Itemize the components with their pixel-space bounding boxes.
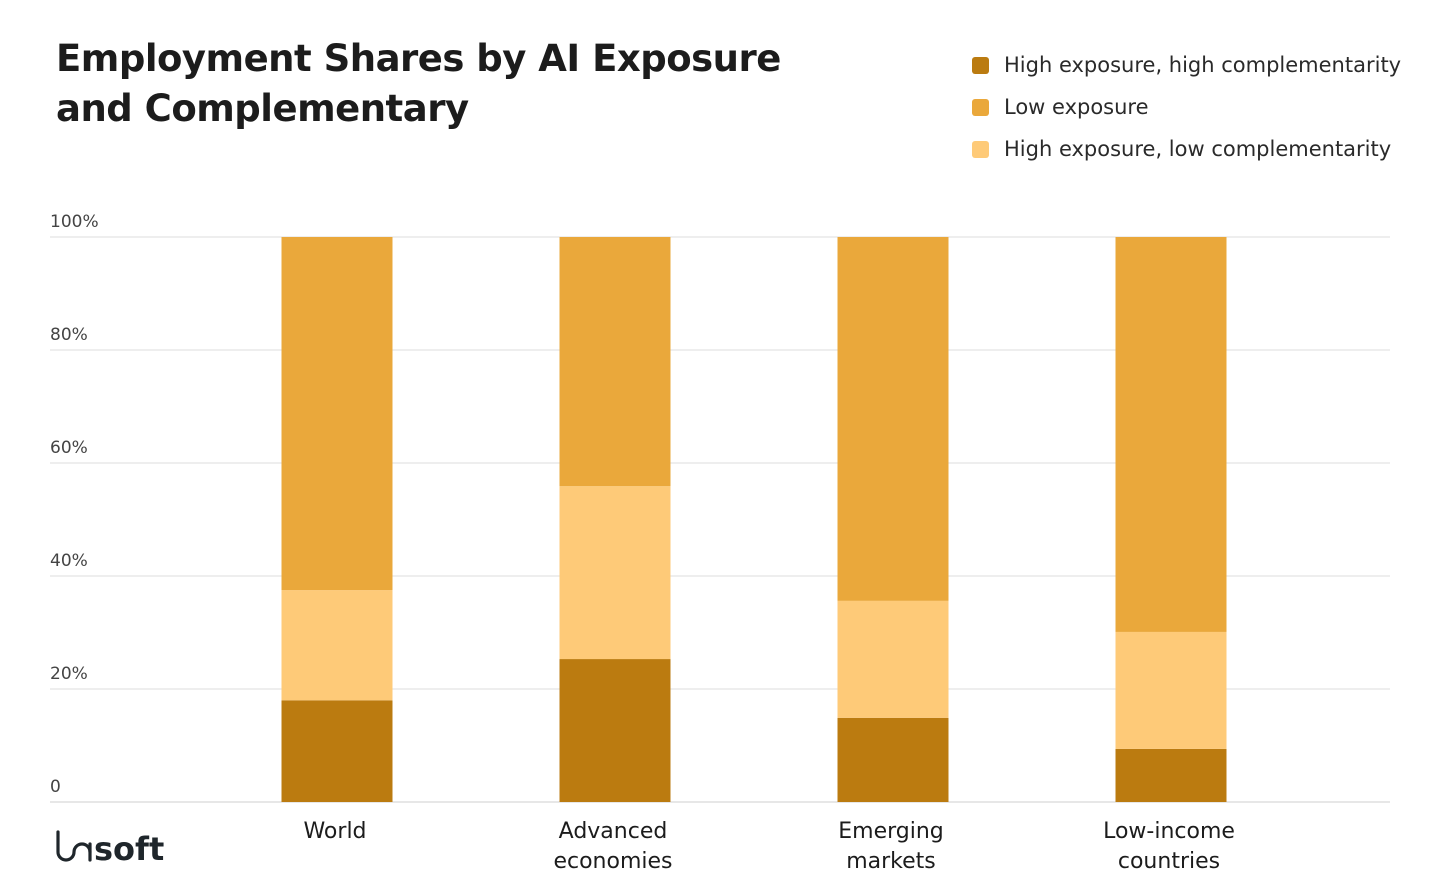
bar-segment — [1115, 631, 1227, 749]
legend-swatch — [972, 98, 989, 116]
legend-item: High exposure, high complementarity — [972, 44, 1401, 86]
x-tick-label: Low-income — [1103, 819, 1235, 844]
legend-swatch — [972, 140, 989, 158]
bar-segment — [559, 659, 671, 802]
y-tick-label: 60% — [50, 438, 88, 458]
bar-segment — [1115, 748, 1227, 802]
legend-swatch — [972, 56, 989, 74]
bar-segment — [281, 590, 393, 701]
y-tick-label: 20% — [50, 664, 88, 684]
bar-segment — [837, 717, 949, 802]
bar-segment — [559, 237, 671, 487]
bar-segment — [837, 237, 949, 601]
bar-segment — [281, 700, 393, 802]
bar-segment — [281, 237, 393, 591]
lasoft-logo: soft — [54, 828, 174, 877]
svg-text:soft: soft — [94, 830, 164, 868]
bar-segment — [559, 486, 671, 660]
y-tick-label: 100% — [50, 212, 99, 232]
y-tick-label: 0 — [50, 777, 61, 797]
legend-label: High exposure, low complementarity — [1004, 137, 1392, 161]
y-tick-label: 80% — [50, 325, 88, 345]
legend-label: High exposure, high complementarity — [1004, 53, 1402, 77]
x-tick-label: economies — [553, 849, 672, 874]
x-tick-label: World — [303, 819, 366, 844]
x-tick-label: countries — [1118, 849, 1220, 874]
x-tick-label: Advanced — [559, 819, 668, 844]
bar-segment — [1115, 237, 1227, 632]
x-tick-label: Emerging — [838, 819, 944, 844]
bar-segment — [837, 600, 949, 718]
legend: High exposure, high complementarity Low e… — [972, 44, 1401, 170]
chart-title: Employment Shares by AI Exposure and Com… — [56, 37, 781, 130]
y-tick-label: 40% — [50, 551, 88, 571]
legend-item: High exposure, low complementarity — [972, 128, 1401, 170]
legend-item: Low exposure — [972, 86, 1401, 128]
x-tick-label: markets — [846, 849, 936, 874]
legend-label: Low exposure — [1004, 95, 1149, 119]
